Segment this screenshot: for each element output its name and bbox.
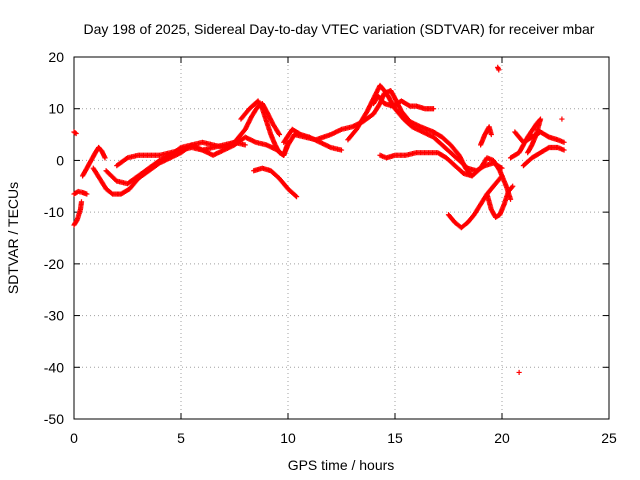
grid-lines — [74, 57, 609, 419]
data-point — [123, 156, 130, 162]
data-point — [73, 130, 79, 137]
data-point — [561, 139, 567, 145]
y-tick-label: 10 — [48, 101, 64, 117]
y-tick-label: -20 — [44, 256, 64, 272]
data-point — [293, 193, 299, 199]
data-point — [525, 148, 531, 155]
data-point — [510, 183, 516, 189]
y-axis-label: SDTVAR / TECUs — [5, 182, 21, 294]
data-point — [469, 173, 475, 179]
data-point — [78, 199, 85, 205]
data-point — [259, 105, 265, 111]
data-point — [406, 102, 412, 109]
y-tick-label: -50 — [44, 411, 64, 427]
data-point — [242, 142, 248, 148]
data-point — [525, 150, 531, 156]
data-points — [71, 64, 567, 376]
data-point — [498, 164, 504, 171]
data-point — [498, 174, 504, 180]
data-point — [561, 147, 567, 153]
data-point — [499, 165, 505, 171]
y-tick-label: -30 — [44, 308, 64, 324]
y-tick-labels: -50 -40 -30 -20 -10 0 10 20 — [44, 49, 64, 427]
axis-ticks — [73, 56, 610, 420]
x-tick-label: 10 — [280, 430, 296, 446]
data-point — [276, 131, 283, 138]
data-point — [559, 116, 565, 122]
data-point — [488, 131, 494, 138]
x-tick-label: 5 — [177, 430, 185, 446]
data-point — [516, 369, 522, 376]
data-point — [507, 196, 514, 202]
x-tick-label: 20 — [494, 430, 510, 446]
data-point — [72, 130, 78, 136]
x-tick-label: 0 — [70, 430, 78, 446]
data-point — [496, 67, 502, 73]
x-tick-label: 15 — [387, 430, 403, 446]
data-point — [102, 155, 108, 161]
y-tick-label: -40 — [44, 359, 64, 375]
data-point — [430, 106, 437, 112]
x-tick-label: 25 — [601, 430, 617, 446]
y-tick-label: -10 — [44, 204, 64, 220]
data-point — [509, 184, 515, 190]
x-tick-labels: 0 5 10 15 20 25 — [70, 430, 617, 446]
y-tick-label: 0 — [56, 152, 64, 168]
chart-title: Day 198 of 2025, Sidereal Day-to-day VTE… — [84, 21, 595, 37]
data-point — [293, 194, 300, 200]
plot-frame — [73, 56, 610, 420]
data-point — [84, 191, 90, 197]
x-axis-label: GPS time / hours — [288, 457, 395, 473]
y-tick-label: 20 — [48, 49, 64, 65]
data-point — [499, 173, 505, 179]
data-point — [338, 147, 345, 153]
